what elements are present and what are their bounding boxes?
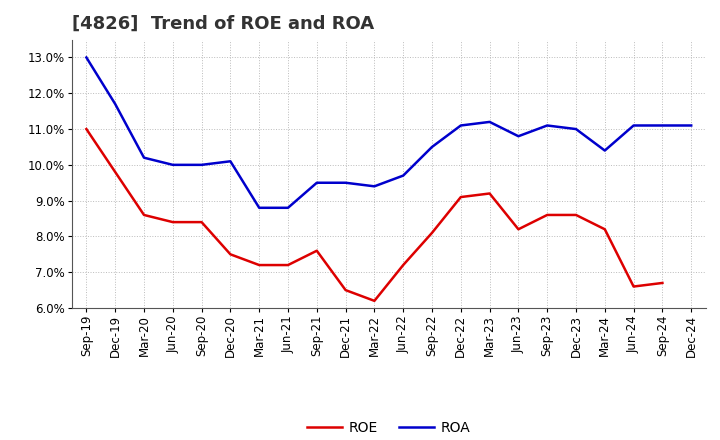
ROE [255, 262, 264, 268]
ROE [82, 126, 91, 132]
ROA [226, 159, 235, 164]
ROA [600, 148, 609, 153]
Line: ROA: ROA [86, 58, 691, 208]
Legend: ROE, ROA: ROE, ROA [302, 415, 476, 440]
Text: [4826]  Trend of ROE and ROA: [4826] Trend of ROE and ROA [72, 15, 374, 33]
ROE [111, 169, 120, 175]
ROA [312, 180, 321, 185]
Line: ROE: ROE [86, 129, 662, 301]
ROE [658, 280, 667, 286]
ROA [514, 134, 523, 139]
ROA [284, 205, 292, 210]
ROE [341, 287, 350, 293]
ROA [370, 183, 379, 189]
ROE [514, 227, 523, 232]
ROA [543, 123, 552, 128]
ROE [226, 252, 235, 257]
ROA [572, 126, 580, 132]
ROA [629, 123, 638, 128]
ROA [428, 144, 436, 150]
ROA [399, 173, 408, 178]
ROE [456, 194, 465, 200]
ROE [312, 248, 321, 253]
ROE [485, 191, 494, 196]
ROA [168, 162, 177, 168]
ROA [111, 101, 120, 106]
ROA [197, 162, 206, 168]
ROE [572, 213, 580, 218]
ROE [399, 262, 408, 268]
ROE [168, 220, 177, 225]
ROE [600, 227, 609, 232]
ROE [370, 298, 379, 304]
ROA [687, 123, 696, 128]
ROE [197, 220, 206, 225]
ROE [140, 213, 148, 218]
ROE [284, 262, 292, 268]
ROA [485, 119, 494, 125]
ROE [428, 230, 436, 235]
ROA [341, 180, 350, 185]
ROA [140, 155, 148, 160]
ROA [456, 123, 465, 128]
ROE [629, 284, 638, 289]
ROA [658, 123, 667, 128]
ROE [543, 213, 552, 218]
ROA [255, 205, 264, 210]
ROA [82, 55, 91, 60]
